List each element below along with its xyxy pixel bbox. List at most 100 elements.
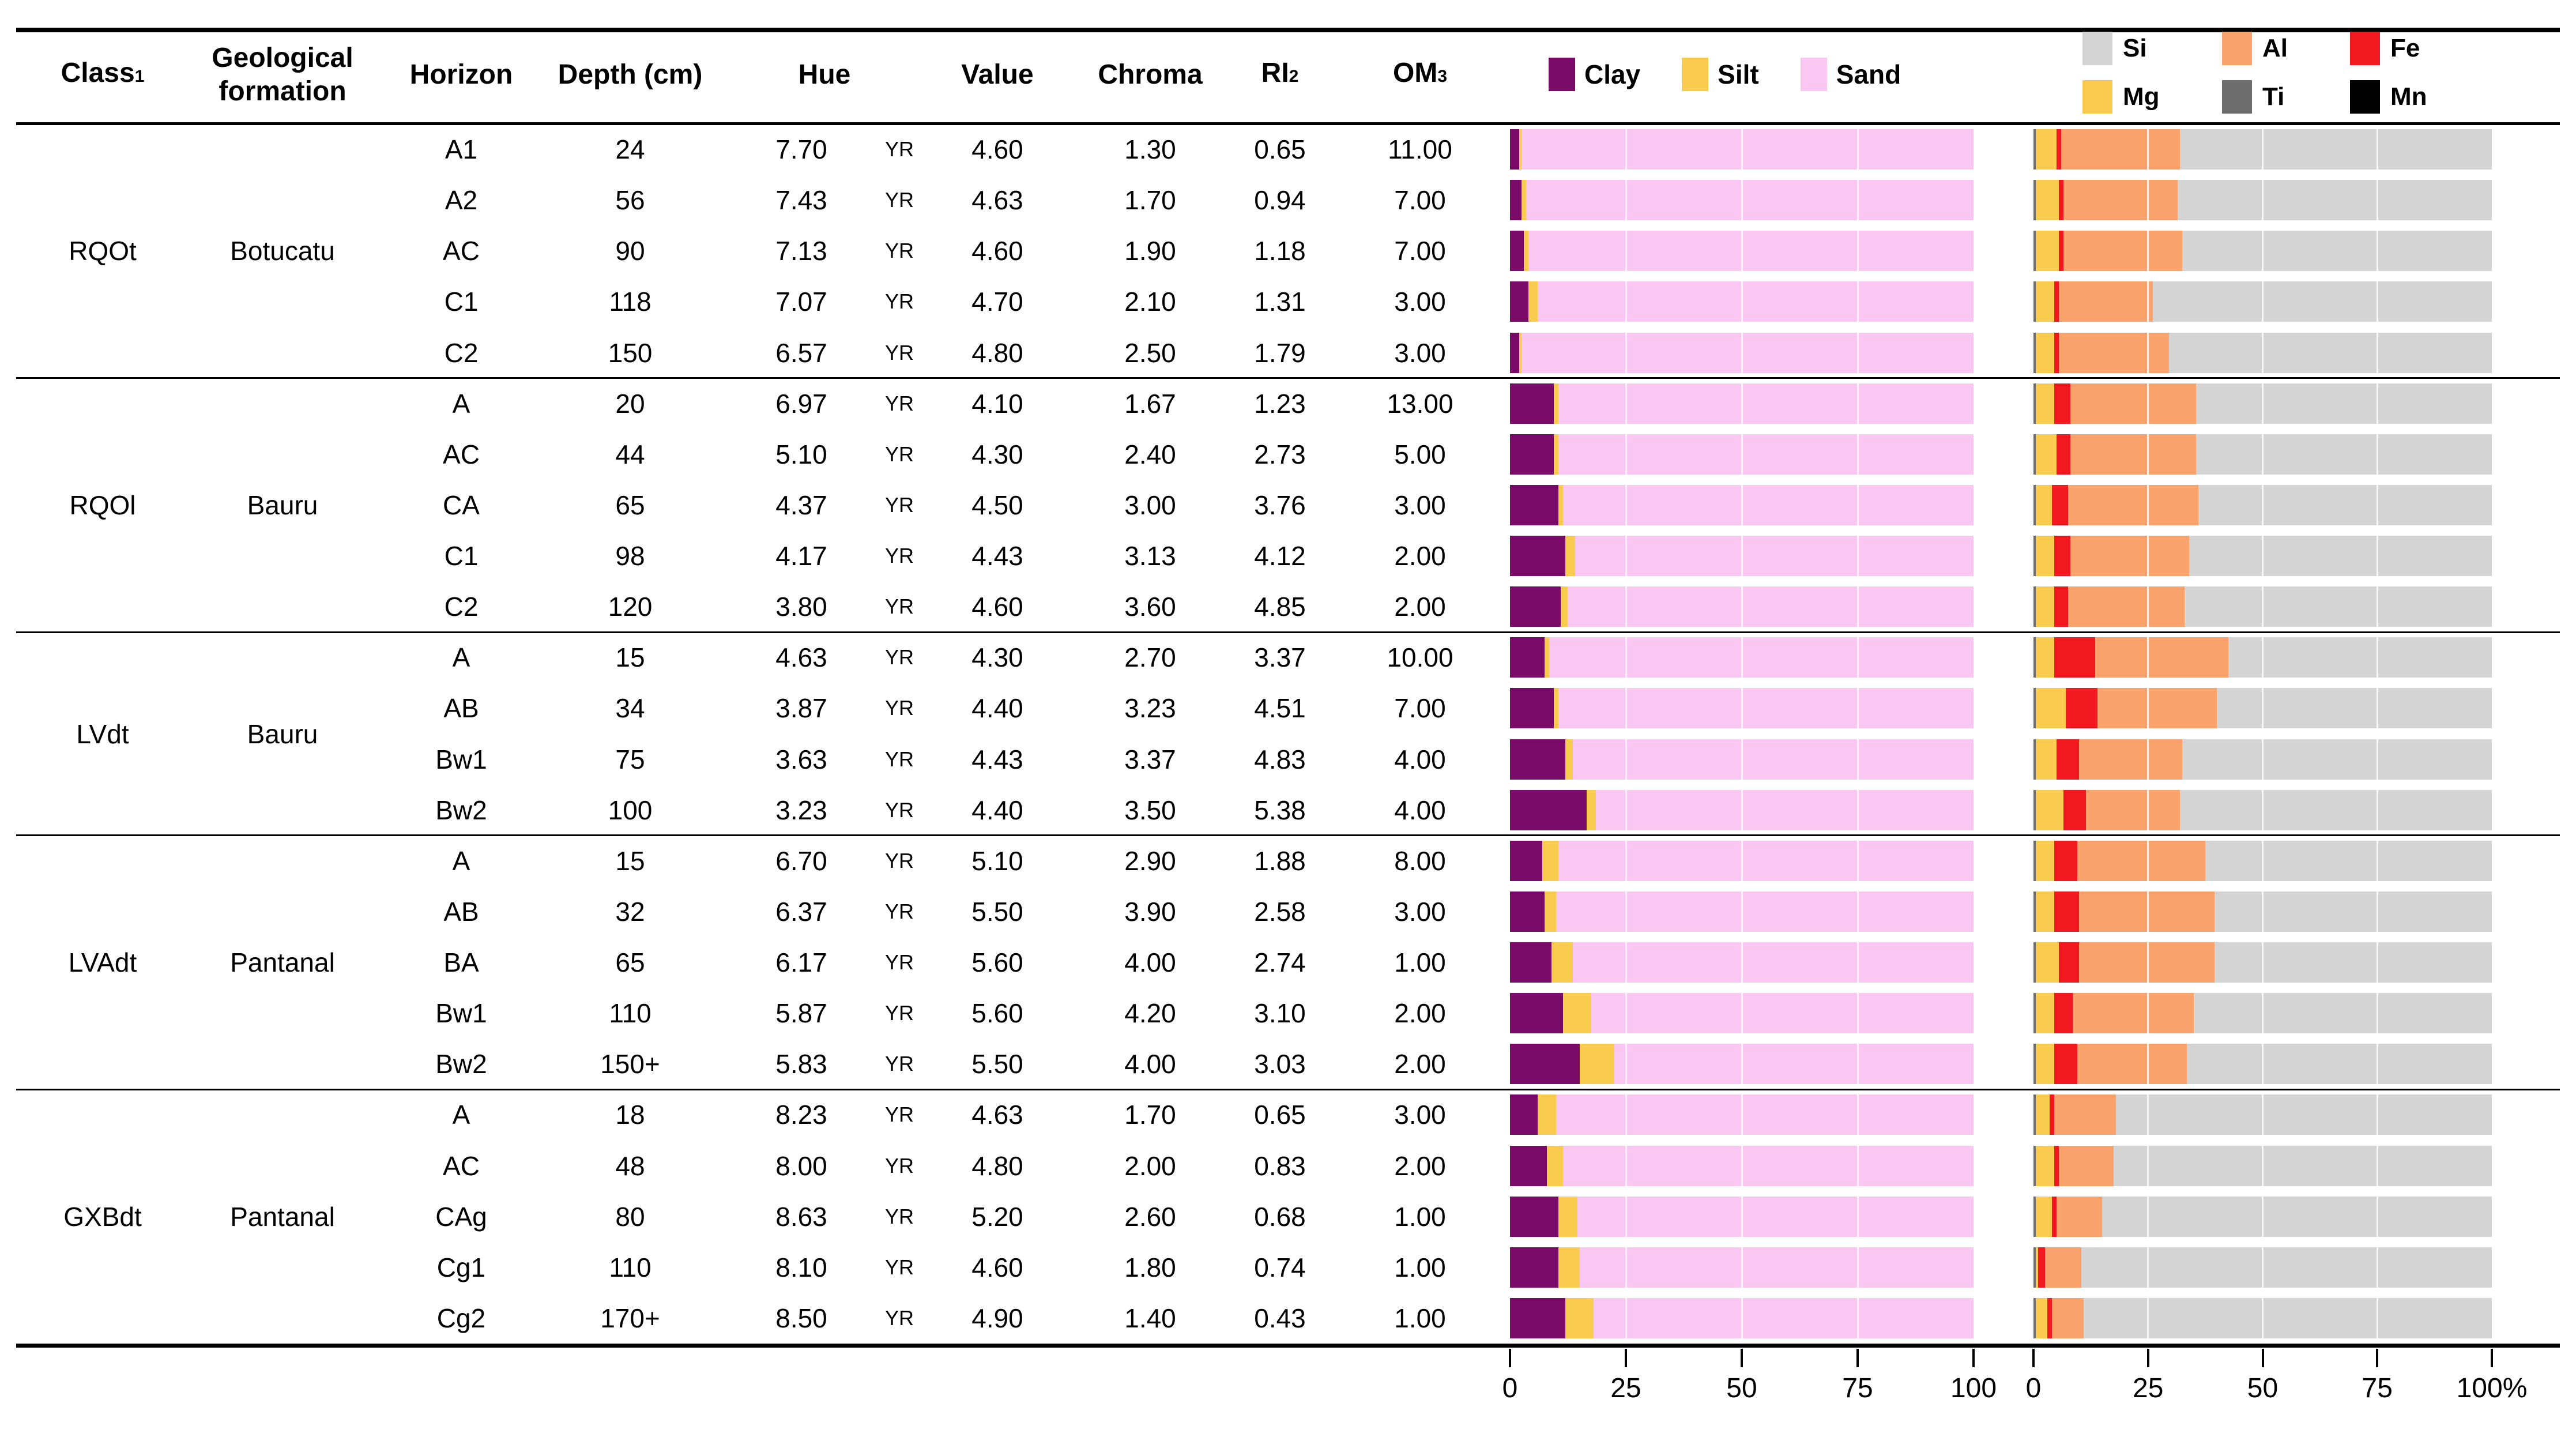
texture-segment-silt <box>1538 1094 1557 1135</box>
element-segment-mg <box>2035 484 2052 525</box>
ri-cell: 1.79 <box>1254 337 1306 368</box>
class-label: RQOt <box>69 236 137 266</box>
texture-segment-silt <box>1563 993 1591 1034</box>
element-segment-mg <box>2035 129 2057 170</box>
texture-axis-tick <box>1741 1349 1743 1367</box>
hue-unit-cell: YR <box>884 391 914 415</box>
si-legend-label: Si <box>2123 34 2147 62</box>
hue-unit-cell: YR <box>884 1204 914 1228</box>
elements-axis-tick-label: 100% <box>2456 1373 2528 1404</box>
formation-label: Pantanal <box>230 1201 335 1232</box>
sand-swatch-icon <box>1800 58 1827 91</box>
chroma-cell: 2.10 <box>1124 287 1176 317</box>
om-cell: 1.00 <box>1394 1252 1446 1282</box>
element-segment-fe <box>2058 942 2080 983</box>
texture-segment-silt <box>1586 789 1596 830</box>
texture-bar <box>1510 231 1974 272</box>
group-separator <box>16 1088 2560 1090</box>
texture-segment-clay <box>1510 1145 1547 1186</box>
elements-legend: Si Al Fe Mg Ti Mn <box>2082 32 2471 114</box>
element-segment-si <box>2178 180 2492 221</box>
legend-item-al: Al <box>2222 32 2350 65</box>
hue-cell: 8.50 <box>775 1303 827 1333</box>
element-segment-mg <box>2035 383 2054 424</box>
element-segment-mg <box>2035 739 2057 780</box>
texture-segment-clay <box>1510 840 1543 881</box>
al-legend-label: Al <box>2262 34 2288 62</box>
value-cell: 5.20 <box>971 1201 1023 1232</box>
texture-segment-clay <box>1510 332 1520 373</box>
texture-segment-sand <box>1593 1297 1974 1338</box>
om-cell: 11.00 <box>1388 134 1452 165</box>
element-segment-fe <box>2054 383 2070 424</box>
element-segment-fe <box>2054 891 2080 932</box>
element-segment-si <box>2185 586 2492 627</box>
formation-header-line1: Geological <box>212 43 353 73</box>
depth-cell: 110 <box>609 1252 651 1282</box>
element-segment-al <box>2054 1094 2116 1135</box>
element-segment-ti <box>2033 891 2036 932</box>
depth-cell: 110 <box>609 998 651 1029</box>
texture-segment-sand <box>1556 891 1974 932</box>
elements-bar <box>2033 1297 2492 1338</box>
element-segment-fe <box>2054 1145 2059 1186</box>
element-segment-mg <box>2035 688 2066 729</box>
value-cell: 5.50 <box>971 896 1023 927</box>
ri-cell: 2.58 <box>1254 896 1306 927</box>
col-header-value: Value <box>961 59 1034 90</box>
element-segment-fe <box>2058 231 2063 272</box>
horizon-cell: C1 <box>444 541 479 571</box>
texture-bar <box>1510 383 1974 424</box>
texture-legend: Clay Silt Sand <box>1549 58 1901 91</box>
value-cell: 4.50 <box>971 490 1023 520</box>
horizon-cell: A1 <box>445 134 478 165</box>
hue-cell: 7.07 <box>775 287 827 317</box>
ri-cell: 3.03 <box>1254 1049 1306 1079</box>
fe-swatch-icon <box>2350 32 2380 65</box>
texture-segment-clay <box>1510 281 1529 322</box>
texture-segment-sand <box>1528 231 1974 272</box>
texture-segment-sand <box>1563 484 1974 525</box>
horizon-cell: AC <box>443 439 480 469</box>
texture-bar <box>1510 1247 1974 1288</box>
silt-swatch-icon <box>1682 58 1709 91</box>
element-segment-al <box>2070 383 2197 424</box>
texture-segment-silt <box>1561 586 1568 627</box>
depth-cell: 118 <box>609 287 651 317</box>
element-segment-si <box>2228 637 2492 678</box>
chroma-cell: 1.67 <box>1124 388 1176 419</box>
chart-gridline <box>2147 126 2149 1344</box>
depth-cell: 65 <box>615 947 645 978</box>
depth-cell: 32 <box>615 896 645 927</box>
element-segment-si <box>2196 434 2492 475</box>
texture-segment-sand <box>1558 434 1974 475</box>
element-segment-si <box>2182 231 2492 272</box>
texture-bar <box>1510 536 1974 576</box>
texture-segment-clay <box>1510 1044 1580 1085</box>
om-cell: 3.00 <box>1394 490 1446 520</box>
elements-bar <box>2033 637 2492 678</box>
om-cell: 1.00 <box>1394 1201 1446 1232</box>
hue-unit-cell: YR <box>884 239 914 263</box>
texture-bar <box>1510 1196 1974 1237</box>
om-cell: 7.00 <box>1394 236 1446 266</box>
element-segment-ti <box>2033 637 2036 678</box>
texture-segment-sand <box>1572 942 1974 983</box>
om-cell: 2.00 <box>1394 1049 1446 1079</box>
chroma-cell: 2.90 <box>1124 845 1176 876</box>
hue-cell: 3.80 <box>775 592 827 622</box>
depth-cell: 65 <box>615 490 645 520</box>
ri-cell: 0.43 <box>1254 1303 1306 1333</box>
hue-cell: 6.57 <box>775 337 827 368</box>
texture-bar <box>1510 332 1974 373</box>
horizon-cell: Bw2 <box>435 1049 487 1079</box>
si-swatch-icon <box>2082 32 2112 65</box>
element-segment-si <box>2216 688 2492 729</box>
element-segment-al <box>2095 637 2228 678</box>
element-segment-ti <box>2033 1247 2036 1288</box>
horizon-cell: CAg <box>435 1201 487 1232</box>
element-segment-mg <box>2035 180 2059 221</box>
texture-bar <box>1510 993 1974 1034</box>
element-segment-al <box>2077 840 2206 881</box>
element-segment-al <box>2067 484 2199 525</box>
